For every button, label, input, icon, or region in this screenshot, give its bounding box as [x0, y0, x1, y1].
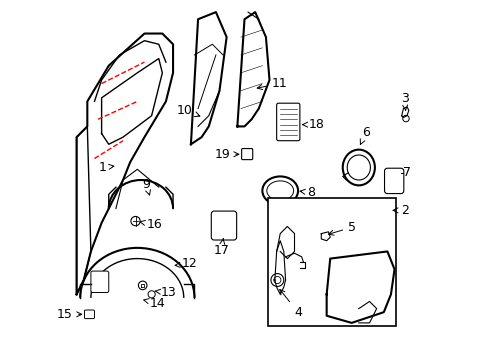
Text: 16: 16	[140, 218, 162, 231]
Text: 1: 1	[99, 161, 114, 174]
Circle shape	[402, 115, 408, 122]
Bar	[267, 198, 395, 327]
Ellipse shape	[346, 155, 370, 180]
Text: 6: 6	[360, 126, 369, 144]
Text: 7: 7	[403, 166, 410, 179]
Text: 11: 11	[257, 77, 286, 90]
Text: 19: 19	[214, 148, 238, 161]
Text: 10: 10	[177, 104, 200, 117]
Text: 9: 9	[142, 178, 150, 195]
Text: 5: 5	[328, 221, 355, 235]
Text: 15: 15	[57, 308, 81, 321]
Polygon shape	[77, 126, 91, 294]
Text: 14: 14	[143, 297, 165, 310]
Text: 3: 3	[400, 92, 407, 111]
FancyBboxPatch shape	[84, 310, 94, 319]
Circle shape	[131, 216, 140, 226]
Text: 8: 8	[300, 186, 314, 199]
FancyBboxPatch shape	[384, 168, 403, 194]
Text: 17: 17	[213, 239, 229, 257]
Ellipse shape	[342, 150, 374, 185]
Text: 4: 4	[279, 289, 302, 319]
Circle shape	[138, 281, 147, 290]
Circle shape	[270, 274, 283, 287]
Text: 12: 12	[175, 257, 197, 270]
Text: 2: 2	[392, 204, 408, 217]
Circle shape	[148, 291, 155, 298]
Ellipse shape	[266, 181, 293, 201]
FancyBboxPatch shape	[276, 103, 299, 141]
Ellipse shape	[262, 176, 298, 205]
FancyBboxPatch shape	[91, 271, 108, 293]
Text: 13: 13	[155, 286, 176, 299]
FancyBboxPatch shape	[211, 211, 236, 240]
Circle shape	[273, 276, 281, 284]
FancyBboxPatch shape	[241, 149, 252, 159]
Text: 18: 18	[302, 118, 324, 131]
